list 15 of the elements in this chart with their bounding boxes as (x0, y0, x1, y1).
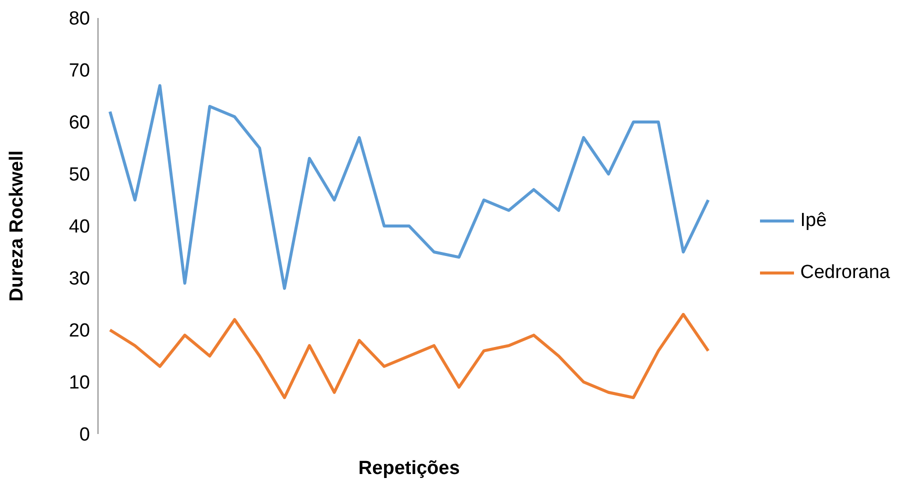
y-tick-label: 10 (68, 372, 90, 394)
legend-label: Ipê (800, 210, 827, 232)
y-tick-label: 60 (68, 112, 90, 134)
y-tick-label: 70 (68, 60, 90, 82)
y-tick-label: 0 (79, 424, 90, 446)
y-axis-title: Dureza Rockwell (6, 150, 28, 302)
y-tick-label: 50 (68, 164, 90, 186)
y-tick-label: 80 (68, 8, 90, 30)
x-axis-title: Repetições (358, 458, 460, 479)
y-tick-label: 40 (68, 216, 90, 238)
line-series (108, 84, 710, 290)
y-tick-label: 20 (68, 320, 90, 342)
y-tick-label: 30 (68, 268, 90, 290)
line-series (108, 312, 710, 400)
legend-label: Cedrorana (800, 262, 890, 284)
